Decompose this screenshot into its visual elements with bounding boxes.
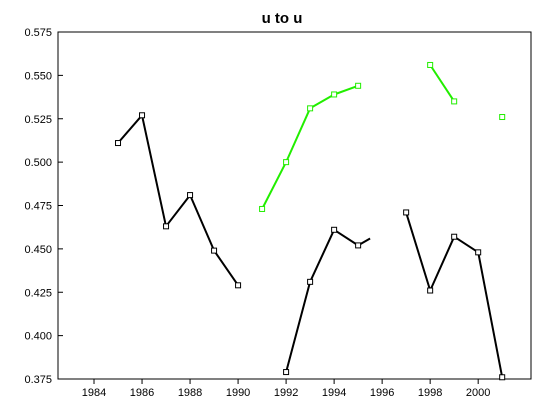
x-tick-label: 1984 xyxy=(82,387,106,399)
y-tick-label: 0.450 xyxy=(24,244,52,256)
x-tick-label: 1990 xyxy=(226,387,250,399)
series-0 xyxy=(115,112,506,381)
series-layer xyxy=(115,61,506,381)
chart-title: u to u xyxy=(262,10,303,27)
data-point-marker xyxy=(451,98,458,105)
data-point-marker xyxy=(355,242,362,249)
y-tick-label: 0.500 xyxy=(24,157,52,169)
data-point-marker xyxy=(331,226,338,233)
series-1 xyxy=(259,61,506,212)
data-point-marker xyxy=(355,82,362,89)
data-point-marker xyxy=(211,247,218,254)
series-line xyxy=(117,114,239,286)
data-point-marker xyxy=(331,91,338,98)
data-point-marker xyxy=(427,61,434,68)
data-point-marker xyxy=(475,249,482,256)
y-axis: 0.375 0.400 0.425 0.450 0.475 0.500 0.525 0.550… xyxy=(24,27,63,386)
x-axis: 1984 1986 1988 1990 1992 1994 1996 1998 2000 xyxy=(82,379,490,399)
series-line xyxy=(429,64,456,102)
data-point-marker xyxy=(139,112,146,119)
data-point-marker xyxy=(235,282,242,289)
series-line xyxy=(285,228,371,373)
data-point-marker xyxy=(499,114,506,121)
data-point-marker xyxy=(259,205,266,212)
data-point-marker xyxy=(307,105,314,112)
data-point-marker xyxy=(283,159,290,166)
x-tick-label: 1994 xyxy=(322,387,346,399)
y-tick-label: 0.400 xyxy=(24,331,52,343)
x-tick-label: 1996 xyxy=(370,387,394,399)
x-tick-label: 1986 xyxy=(130,387,154,399)
data-point-marker xyxy=(187,192,194,199)
data-point-marker xyxy=(451,233,458,240)
x-tick-label: 2000 xyxy=(466,387,490,399)
x-tick-label: 1998 xyxy=(418,387,442,399)
data-point-marker xyxy=(499,374,506,381)
y-tick-label: 0.375 xyxy=(24,374,52,386)
data-point-marker xyxy=(307,278,314,285)
x-tick-label: 1988 xyxy=(178,387,202,399)
data-point-marker xyxy=(283,369,290,376)
y-tick-label: 0.575 xyxy=(24,27,52,39)
data-point-marker xyxy=(163,223,170,230)
data-point-marker xyxy=(115,140,122,147)
data-point-marker xyxy=(427,287,434,294)
y-tick-label: 0.425 xyxy=(24,287,52,299)
plot-area-frame xyxy=(57,31,532,380)
y-tick-label: 0.475 xyxy=(24,201,52,213)
y-tick-label: 0.525 xyxy=(24,114,52,126)
series-line xyxy=(261,84,359,210)
y-tick-label: 0.550 xyxy=(24,70,52,82)
x-tick-label: 1992 xyxy=(274,387,298,399)
data-point-marker xyxy=(403,209,410,216)
